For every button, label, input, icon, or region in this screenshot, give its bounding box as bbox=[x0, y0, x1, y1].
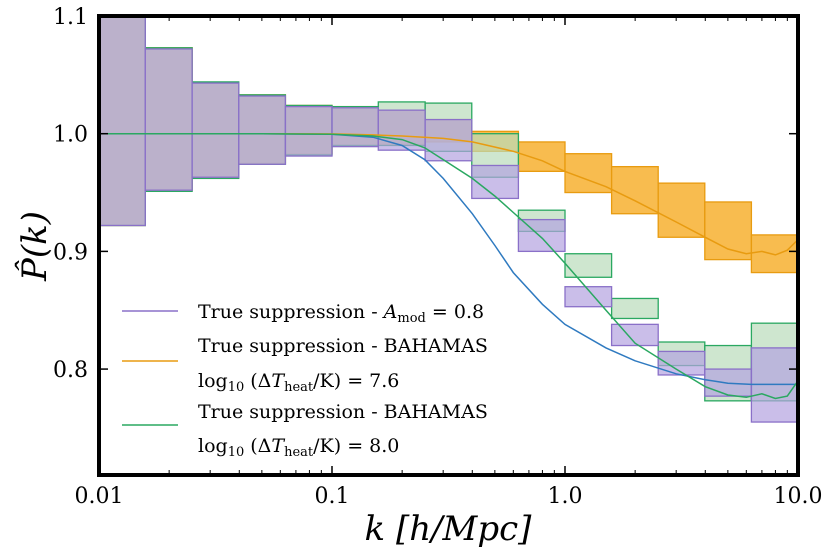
band-bin-0-1 bbox=[144, 48, 193, 191]
band-bin-1-9 bbox=[517, 141, 566, 173]
band-bin-0-4 bbox=[284, 105, 333, 157]
band-bin-1-13 bbox=[704, 201, 753, 261]
x-axis-label: k [h/Mpc] bbox=[365, 509, 533, 549]
band-bin-1-11 bbox=[610, 165, 659, 215]
y-tick-label: 0.9 bbox=[53, 240, 88, 265]
band-bin-0-2 bbox=[191, 82, 240, 178]
y-tick-label: 1.0 bbox=[53, 123, 88, 148]
legend-label-amod: True suppression - Amod = 0.8 bbox=[198, 301, 484, 326]
y-tick-label: 0.8 bbox=[53, 358, 88, 383]
curve-series-1 bbox=[99, 132, 799, 256]
tick-layer: 0.01 0.1 1.0 10.0 0.8 0.9 1.0 1.1 bbox=[53, 5, 822, 509]
legend-label-bahamas-76-param: log10 (ΔTheat/K) = 7.6 bbox=[198, 370, 399, 395]
curve-series-2 bbox=[99, 132, 799, 400]
x-tick-label: 0.01 bbox=[75, 484, 124, 509]
x-tick-label: 0.1 bbox=[315, 484, 350, 509]
band-bin-0-6 bbox=[377, 109, 426, 151]
band-bin-0-10 bbox=[564, 286, 613, 308]
band-bin-0-5 bbox=[331, 107, 379, 148]
x-tick-label: 10.0 bbox=[774, 484, 823, 509]
band-bin-0-3 bbox=[238, 95, 287, 165]
band-bin-0-0 bbox=[98, 15, 146, 227]
curve-series-0 bbox=[99, 132, 798, 386]
band-bin-1-12 bbox=[657, 182, 706, 238]
legend: True suppression - Amod = 0.8 True suppr… bbox=[122, 301, 488, 460]
curve-layer bbox=[99, 132, 799, 400]
band-bin-1-14 bbox=[750, 234, 799, 274]
band-bin-0-9 bbox=[517, 218, 566, 253]
y-axis-label: P̂(k) bbox=[14, 211, 55, 282]
legend-label-bahamas-76: True suppression - BAHAMAS bbox=[198, 335, 488, 357]
y-tick-label: 1.1 bbox=[53, 5, 88, 30]
band-layer bbox=[98, 15, 799, 423]
x-tick-label: 1.0 bbox=[548, 484, 583, 509]
legend-label-bahamas-80: True suppression - BAHAMAS bbox=[198, 401, 488, 423]
band-bin-0-7 bbox=[424, 118, 473, 162]
band-group-0 bbox=[98, 15, 799, 423]
legend-label-bahamas-80-param: log10 (ΔTheat/K) = 8.0 bbox=[198, 435, 399, 460]
plot-frame bbox=[97, 14, 800, 477]
band-bin-0-8 bbox=[471, 164, 520, 200]
band-bin-2-11 bbox=[610, 297, 659, 320]
band-bin-2-10 bbox=[564, 253, 613, 278]
